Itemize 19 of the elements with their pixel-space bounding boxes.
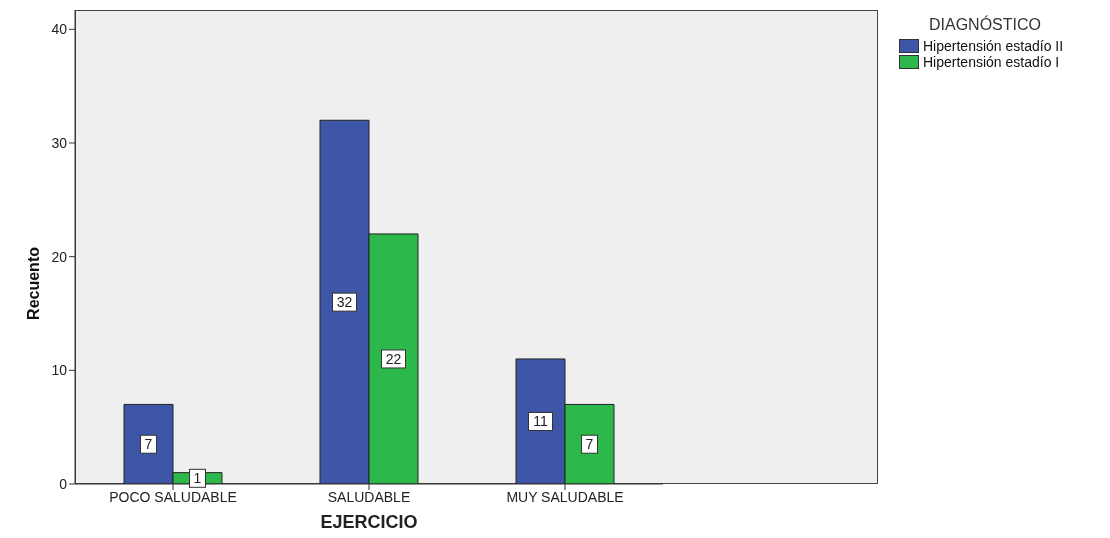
legend-title: DIAGNÓSTICO [929, 16, 1042, 34]
x-tick-label: SALUDABLE [327, 488, 411, 505]
legend-label: Hipertensión estadío I [922, 54, 1061, 70]
y-tick-label: 10 [51, 362, 68, 379]
x-tick-label: MUY SALUDABLE [506, 488, 624, 505]
y-tick-label: 40 [51, 21, 68, 38]
data-label: 11 [533, 413, 548, 430]
data-label: 7 [585, 436, 594, 453]
data-label: 22 [385, 350, 402, 367]
x-axis-title: EJERCICIO [320, 512, 418, 532]
y-tick-label: 0 [59, 475, 68, 492]
y-axis-title: Recuento [24, 246, 42, 320]
y-tick-label: 20 [51, 248, 68, 265]
data-label: 7 [144, 436, 153, 453]
y-tick-label: 30 [51, 134, 68, 151]
x-tick-label: POCO SALUDABLE [109, 488, 237, 505]
data-label: 32 [336, 294, 353, 311]
legend-label: Hipertensión estadío II [922, 38, 1065, 54]
data-label: 1 [193, 470, 202, 487]
